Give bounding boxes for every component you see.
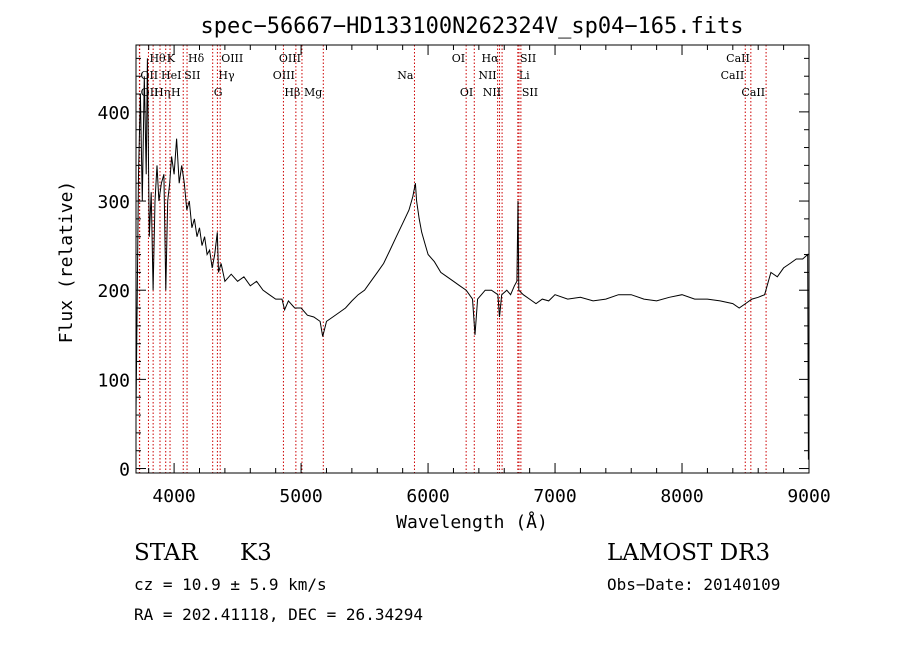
- spectral-line-label: CaII: [741, 86, 765, 99]
- spectral-line-label: Li: [519, 69, 530, 82]
- spectral-line-label: OI: [452, 52, 465, 65]
- spectrum-line: [135, 58, 809, 460]
- plot-frame: [135, 44, 810, 474]
- spectral-line-label: Hθ: [149, 52, 166, 65]
- y-tick-label: 0: [119, 460, 130, 481]
- x-axis-label: Wavelength (Å): [396, 511, 548, 533]
- x-tick-label: 7000: [533, 486, 576, 507]
- y-tick-label: 100: [97, 370, 130, 391]
- spectral-line-markers: OIIOIIHθHηHeIKHSIIHδGHγOIIIHβOIIIOIIIMgN…: [138, 45, 767, 473]
- spectral-line-label: SII: [184, 69, 200, 82]
- spectral-line-label: OII: [140, 69, 158, 82]
- spectral-line-label: Hδ: [188, 52, 205, 65]
- x-tick-label: 4000: [152, 486, 195, 507]
- observation-date: Obs−Date: 20140109: [607, 575, 781, 594]
- object-class: STAR: [134, 540, 198, 566]
- spectral-line-label: OIII: [273, 69, 295, 82]
- spectral-line-label: OIII: [279, 52, 301, 65]
- spectral-line-label: G: [214, 86, 223, 99]
- spectral-line-label: Hα: [482, 52, 500, 65]
- y-tick-label: 300: [97, 192, 130, 213]
- spectral-line-label: K: [167, 52, 176, 65]
- spectral-line-label: NII: [483, 86, 501, 99]
- y-tick-label: 400: [97, 103, 130, 124]
- spectral-line-label: OIII: [221, 52, 243, 65]
- spectral-line-label: Hβ: [284, 86, 300, 99]
- y-tick-label: 200: [97, 281, 130, 302]
- spectral-line-label: OI: [460, 86, 473, 99]
- spectral-line-label: Mg: [304, 86, 322, 99]
- spectral-line-label: SII: [520, 52, 536, 65]
- y-axis-ticks: 0 100 200 300 400: [97, 57, 809, 481]
- x-tick-label: 9000: [787, 486, 830, 507]
- y-axis-label: Flux (relative): [56, 181, 77, 344]
- x-tick-label: 6000: [406, 486, 449, 507]
- subclass: K3: [240, 540, 272, 566]
- spectral-line-label: Hη: [154, 86, 170, 99]
- spectral-line-label: CaII: [721, 69, 745, 82]
- redshift-readout: cz = 10.9 ± 5.9 km/s: [134, 575, 327, 594]
- spectral-line-label: CaII: [726, 52, 750, 65]
- spectral-line-label: NII: [478, 69, 496, 82]
- chart-title: spec−56667−HD133100N262324V_sp04−165.fit…: [200, 14, 743, 39]
- survey-name: LAMOST DR3: [607, 540, 771, 566]
- spectral-line-label: Na: [397, 69, 414, 82]
- x-tick-label: 5000: [279, 486, 322, 507]
- spectral-line-label: Hγ: [218, 69, 235, 82]
- x-axis-ticks: 4000 5000 6000 7000 8000 9000: [148, 45, 831, 507]
- coordinates-readout: RA = 202.41118, DEC = 26.34294: [134, 605, 423, 624]
- spectral-line-label: HeI: [161, 69, 181, 82]
- spectral-line-label: SII: [522, 86, 538, 99]
- x-tick-label: 8000: [660, 486, 703, 507]
- spectral-line-label: H: [171, 86, 181, 99]
